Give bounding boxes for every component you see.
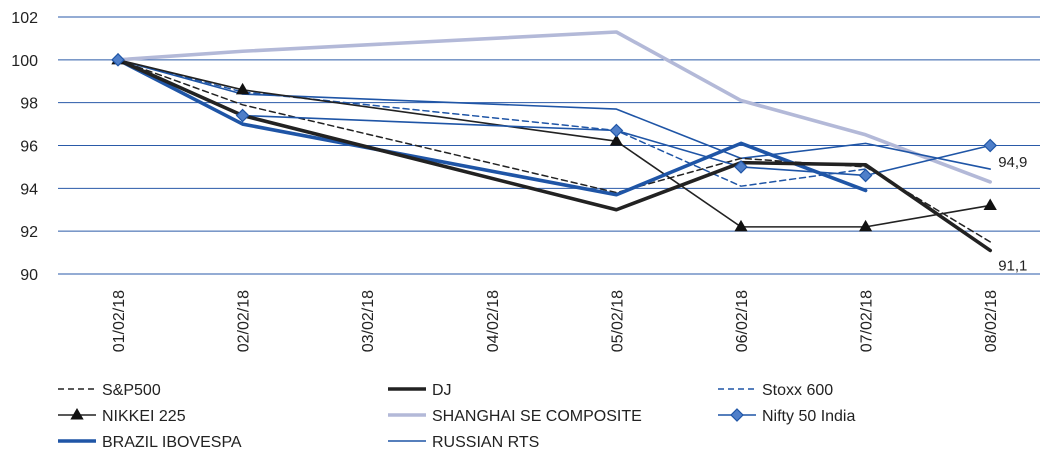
legend-item-s-p500: S&P500 (58, 382, 161, 399)
series-line-russian-rts (117, 59, 992, 170)
point-nifty-50-india (858, 168, 873, 183)
legend-label: BRAZIL IBOVESPA (102, 434, 242, 451)
annotations: 94,9 91,1 (998, 154, 1027, 274)
x-tick-label: 03/02/18 (360, 290, 377, 352)
legend-marker (730, 408, 744, 422)
y-tick-label: 102 (11, 10, 38, 27)
y-tick-label: 90 (20, 267, 38, 284)
point-nifty-50-india (609, 123, 624, 138)
series-lines (116, 30, 993, 253)
y-tick-label: 98 (20, 96, 38, 113)
series-line-s-p500 (117, 59, 991, 243)
series-line-dj (116, 58, 993, 253)
legend: S&P500 DJ Stoxx 600 NIKKEI 225 SHANGHAI SE C… (58, 382, 855, 451)
y-axis: 90 92 94 96 98 100 102 (11, 10, 38, 284)
legend-item-shanghai-se-composite: SHANGHAI SE COMPOSITE (388, 408, 642, 425)
legend-label: RUSSIAN RTS (432, 434, 539, 451)
legend-marker (70, 408, 84, 420)
point-nikkei-225 (734, 219, 748, 232)
y-tick-label: 94 (20, 181, 38, 198)
x-tick-label: 08/02/18 (983, 290, 1000, 352)
data-label: 94,9 (998, 154, 1027, 171)
y-tick-label: 100 (11, 53, 38, 70)
legend-item-russian-rts: RUSSIAN RTS (388, 434, 539, 451)
legend-label: SHANGHAI SE COMPOSITE (432, 408, 642, 425)
gridlines (58, 16, 1040, 275)
series-line-brazil-ibovespa (116, 58, 868, 197)
legend-item-stoxx-600: Stoxx 600 (718, 382, 833, 399)
series-line-shanghai-se-composite (116, 30, 993, 184)
point-nifty-50-india (111, 52, 125, 67)
legend-item-nikkei-225: NIKKEI 225 (58, 408, 186, 425)
x-axis: 01/02/18 02/02/18 03/02/18 04/02/18 05/02/18… (111, 290, 1000, 352)
x-tick-label: 02/02/18 (236, 290, 253, 352)
point-nifty-50-india (235, 108, 250, 123)
point-nifty-50-india (983, 138, 998, 153)
y-tick-label: 92 (20, 224, 38, 241)
point-nikkei-225 (983, 198, 997, 211)
x-tick-label: 06/02/18 (734, 290, 751, 352)
x-tick-label: 04/02/18 (485, 290, 502, 352)
legend-label: S&P500 (102, 382, 161, 399)
data-label: 91,1 (998, 257, 1027, 274)
legend-label: Nifty 50 India (762, 408, 855, 425)
legend-label: Stoxx 600 (762, 382, 833, 399)
series-markers (111, 52, 998, 232)
point-nikkei-225 (609, 134, 624, 146)
x-tick-label: 01/02/18 (111, 290, 128, 352)
point-nifty-50-india (734, 160, 748, 174)
point-nikkei-225 (235, 82, 250, 95)
legend-item-nifty-50-india: Nifty 50 India (718, 408, 855, 425)
legend-label: NIKKEI 225 (102, 408, 186, 425)
x-tick-label: 05/02/18 (609, 290, 626, 352)
x-tick-label: 07/02/18 (859, 290, 876, 352)
legend-label: DJ (432, 382, 452, 399)
legend-item-dj: DJ (388, 382, 452, 399)
legend-item-brazil-ibovespa: BRAZIL IBOVESPA (58, 434, 242, 451)
y-tick-label: 96 (20, 139, 38, 156)
series-line-nikkei-225 (117, 59, 992, 228)
point-nikkei-225 (858, 219, 873, 232)
